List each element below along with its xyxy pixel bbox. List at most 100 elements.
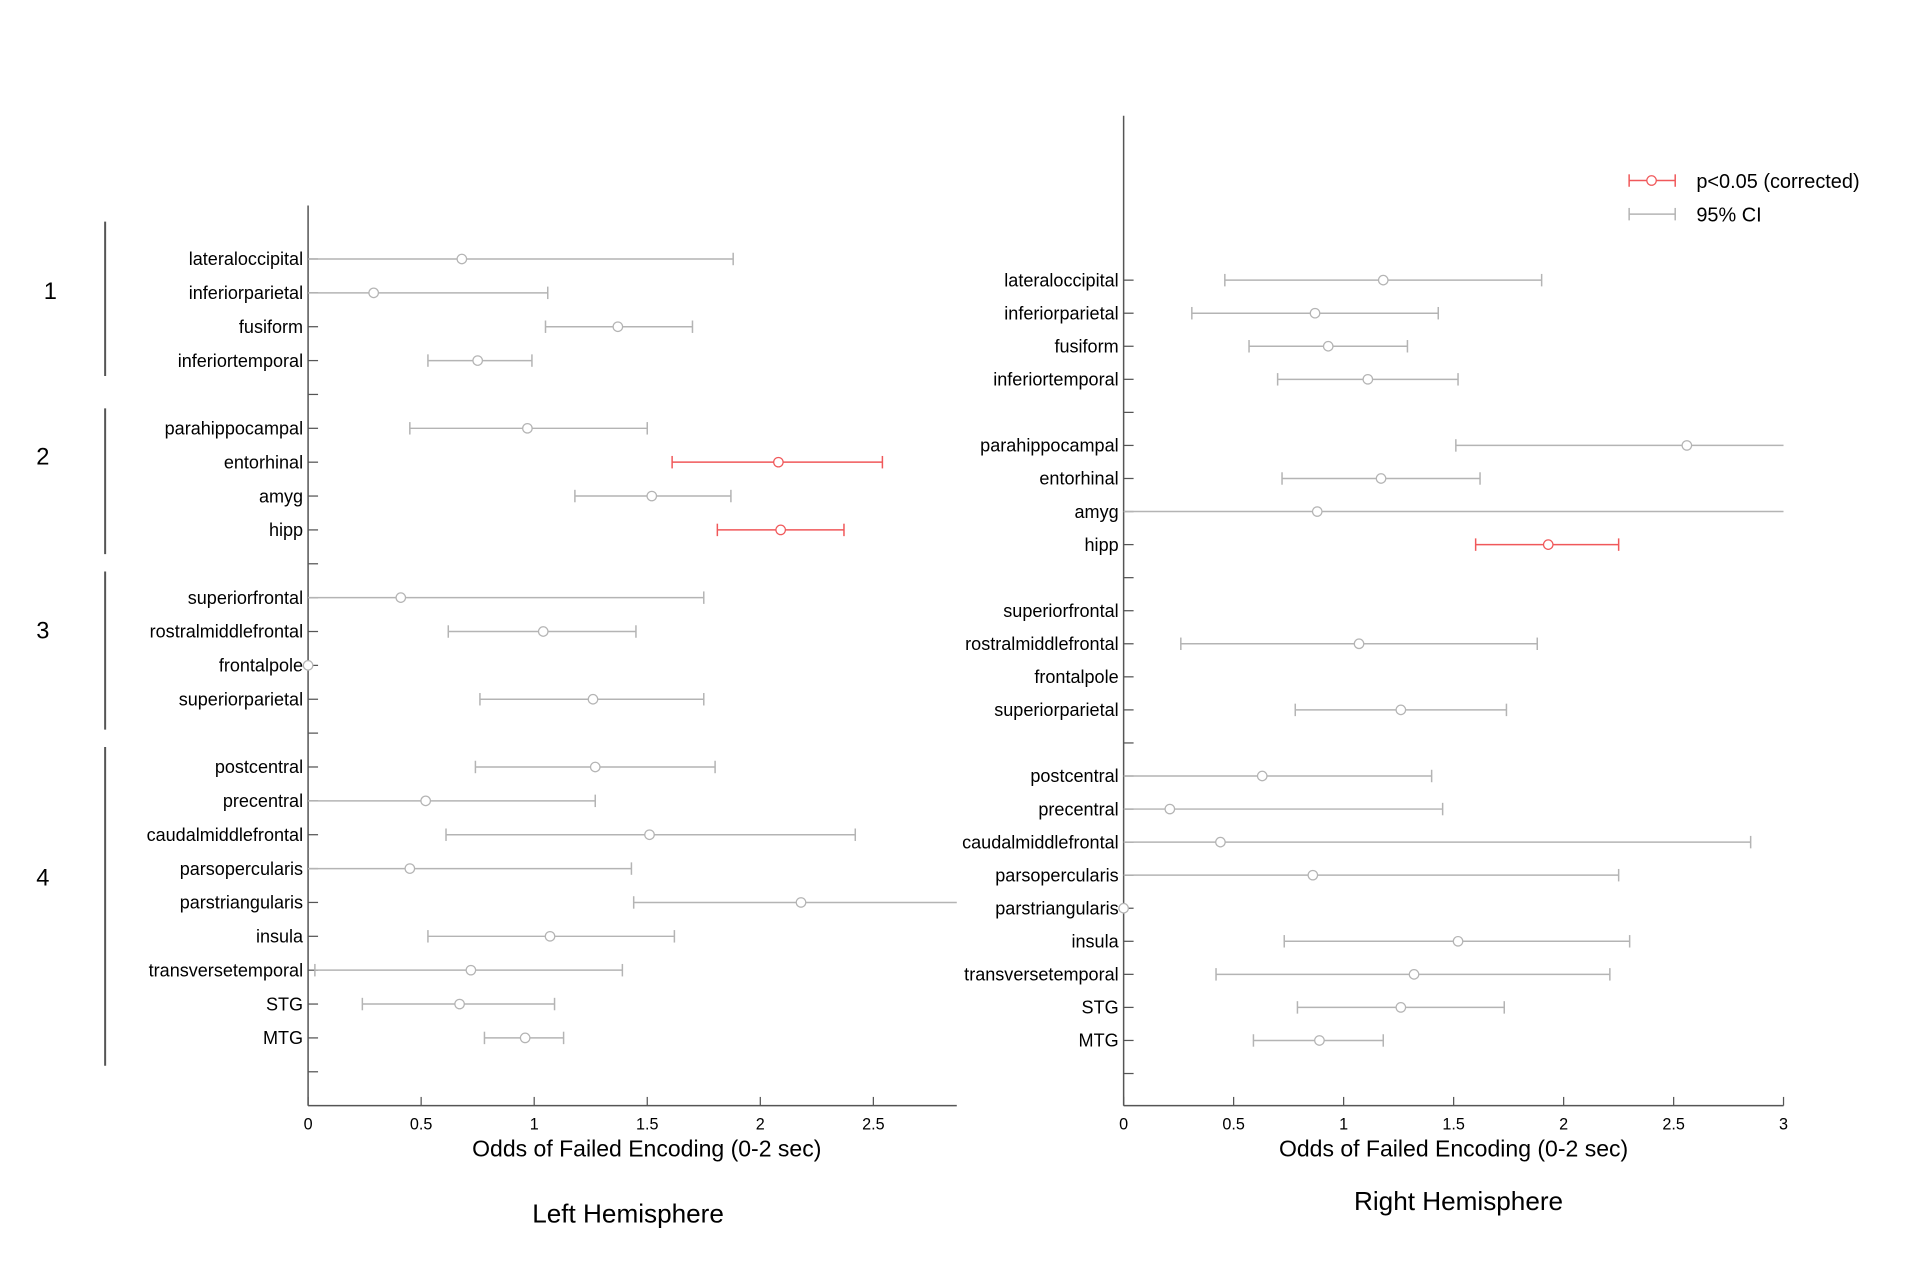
mean-point xyxy=(302,660,314,671)
mean-point xyxy=(644,829,655,841)
error-bar-inferiortemporal xyxy=(1276,373,1459,386)
y-tick-label: caudalmiddlefrontal xyxy=(962,832,1119,852)
error-bar-caudalmiddlefrontal xyxy=(1123,835,1752,849)
y-tick-label: precentral xyxy=(223,791,303,811)
y-tick-label: parahippocampal xyxy=(980,436,1118,456)
mean-point xyxy=(1353,638,1365,650)
x-tick-label: 1.5 xyxy=(1442,1115,1464,1133)
y-tick-label: hipp xyxy=(269,520,303,540)
x-tick-label: 0.5 xyxy=(1222,1115,1244,1133)
error-bar-amyg xyxy=(574,489,732,503)
group-brackets: 1 2 3 4 xyxy=(36,221,107,1066)
mean-point xyxy=(1164,803,1176,815)
error-bar-entorhinal xyxy=(1281,472,1481,485)
error-bar-hipp xyxy=(1474,538,1620,551)
mean-point xyxy=(456,253,468,265)
error-bar-precentral xyxy=(1123,802,1444,816)
mean-point xyxy=(1408,968,1420,980)
error-bar-entorhinal xyxy=(671,455,884,469)
y-tick-label: parstriangularis xyxy=(180,893,303,913)
y-tick-label: insula xyxy=(256,927,304,947)
mean-point xyxy=(537,626,549,637)
mean-point xyxy=(1309,307,1321,319)
mean-point xyxy=(795,897,807,908)
mean-point xyxy=(773,456,784,468)
mean-point xyxy=(1362,373,1374,385)
mean-point xyxy=(1395,704,1407,716)
error-bar-hipp xyxy=(716,523,845,537)
mean-point xyxy=(404,863,416,874)
y-tick-label: postcentral xyxy=(215,757,303,777)
panel-title: Right Hemisphere xyxy=(1354,1186,1563,1216)
mean-point xyxy=(775,524,787,536)
y-tick-label: superiorfrontal xyxy=(1003,601,1118,621)
mean-point xyxy=(1542,539,1554,550)
error-bar-insula xyxy=(427,930,676,943)
y-tick-label: transversetemporal xyxy=(964,965,1118,985)
y-tick-label: superiorparietal xyxy=(994,700,1118,720)
mean-point xyxy=(1256,770,1268,782)
error-bar-caudalmiddlefrontal xyxy=(445,828,857,841)
mean-point xyxy=(1377,274,1389,286)
x-tick-label: 1 xyxy=(530,1115,539,1133)
error-bar-STG xyxy=(1296,1001,1505,1014)
legend: p<0.05 (corrected) 95% CI xyxy=(1628,171,1860,227)
group-2-label: 2 xyxy=(36,444,49,470)
x-tick-label: 2.5 xyxy=(862,1115,884,1133)
y-tick-label: MTG xyxy=(1079,1031,1119,1051)
error-bar-parsopercularis xyxy=(308,862,633,875)
y-tick-label: inferiorparietal xyxy=(1004,303,1118,323)
y-tick-label: caudalmiddlefrontal xyxy=(147,825,304,845)
x-axis-label: Odds of Failed Encoding (0-2 sec) xyxy=(472,1136,821,1162)
y-tick-label: parsopercularis xyxy=(995,865,1118,885)
error-bar-transversetemporal xyxy=(314,963,624,977)
x-tick-label: 0 xyxy=(304,1115,313,1133)
x-tick-label: 0.5 xyxy=(410,1115,432,1133)
mean-point xyxy=(1681,440,1693,451)
y-tick-label: inferiorparietal xyxy=(189,283,303,303)
y-tick-label: lateraloccipital xyxy=(189,249,303,269)
y-tick-label: entorhinal xyxy=(224,452,303,472)
mean-point xyxy=(522,422,533,434)
legend-ci-label: 95% CI xyxy=(1696,205,1761,227)
y-tick-label: parahippocampal xyxy=(165,419,303,439)
y-tick-label: entorhinal xyxy=(1039,469,1118,489)
y-tick-label: transversetemporal xyxy=(149,960,303,980)
mean-point xyxy=(587,693,599,705)
mean-point xyxy=(1311,506,1323,517)
mean-point xyxy=(646,490,658,502)
error-bar-insula xyxy=(1283,935,1631,948)
group-3-label: 3 xyxy=(36,619,49,645)
mean-point xyxy=(395,592,407,604)
y-tick-label: superiorparietal xyxy=(179,689,303,709)
x-tick-label: 2.5 xyxy=(1662,1115,1684,1133)
mean-point xyxy=(612,321,624,333)
y-tick-label: fusiform xyxy=(1054,336,1118,356)
y-tick-label: fusiform xyxy=(239,317,303,337)
y-tick-label: rostralmiddlefrontal xyxy=(965,634,1118,654)
mean-point xyxy=(465,964,477,976)
x-axis-label: Odds of Failed Encoding (0-2 sec) xyxy=(1279,1136,1628,1162)
left-hemisphere-panel: 0 0.5 1 1.5 2 2.5 Odds of Failed Encoding (0-2… xyxy=(147,205,957,1229)
y-tick-label: postcentral xyxy=(1030,766,1118,786)
error-bar-lateraloccipital xyxy=(308,252,734,266)
error-bar-frontalpole xyxy=(302,660,314,671)
error-bar-inferiorparietal xyxy=(1191,306,1439,320)
mean-point xyxy=(589,761,601,773)
y-tick-label: frontalpole xyxy=(219,656,303,676)
error-bar-amyg xyxy=(1123,506,1784,517)
x-tick-label: 2 xyxy=(1559,1115,1568,1133)
x-tick-label: 1 xyxy=(1339,1115,1348,1133)
error-bar-STG xyxy=(361,997,556,1011)
mean-point xyxy=(1395,1002,1407,1013)
right-hemisphere-panel: 0 0.5 1 1.5 2 2.5 3 Odds of Failed Encoding (0-… xyxy=(962,115,1788,1216)
y-tick-label: STG xyxy=(1082,998,1119,1018)
x-tick-label: 1.5 xyxy=(636,1115,658,1133)
panel-title: Left Hemisphere xyxy=(532,1199,724,1229)
error-bar-parahippocampal xyxy=(1455,439,1784,452)
y-tick-label: inferiortemporal xyxy=(993,370,1118,390)
error-bar-inferiortemporal xyxy=(427,354,533,367)
mean-point xyxy=(1314,1035,1325,1046)
mean-point xyxy=(1375,473,1387,484)
